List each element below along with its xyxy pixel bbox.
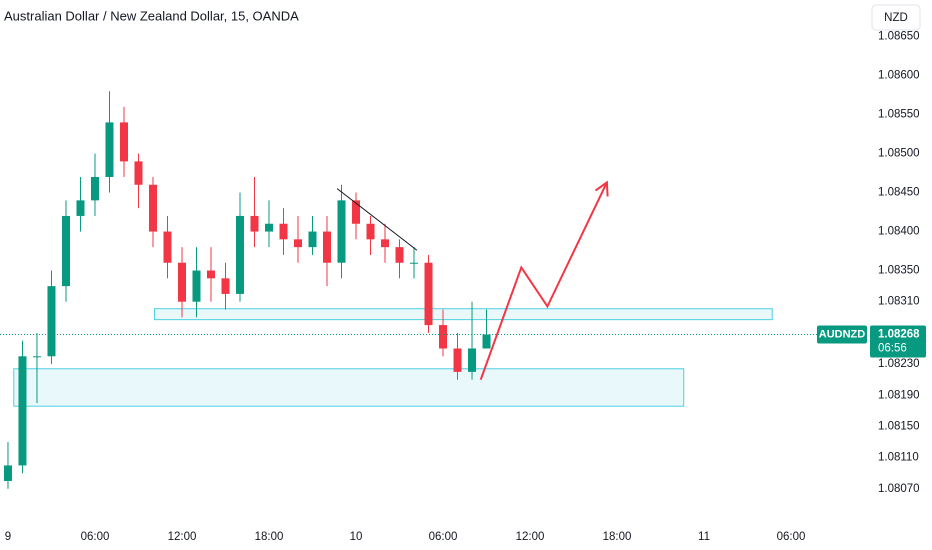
candle-body — [482, 334, 491, 349]
candle-body — [221, 278, 230, 294]
candle-body — [250, 215, 259, 232]
candle-body — [279, 223, 288, 240]
x-tick-label: 18:00 — [603, 531, 632, 543]
plot-area — [0, 91, 866, 489]
y-tick-label: 1.08350 — [878, 265, 920, 277]
x-tick-label: 06:00 — [777, 531, 806, 543]
y-tick-label: 1.08450 — [878, 187, 920, 199]
y-tick-label: 1.08550 — [878, 109, 920, 121]
countdown-label: 06:56 — [878, 342, 907, 354]
y-tick-label: 1.08110 — [878, 452, 919, 464]
x-tick-label: 9 — [5, 531, 11, 543]
x-tick-label: 12:00 — [168, 531, 197, 543]
candle-body — [395, 247, 404, 263]
price-label: 1.08268 — [878, 328, 920, 340]
x-tick-label: 06:00 — [81, 531, 110, 543]
candle-body — [468, 348, 477, 372]
trend-line — [336, 188, 418, 251]
candle-body — [337, 200, 346, 263]
y-tick-label: 1.08310 — [878, 296, 920, 308]
candle-body — [134, 161, 143, 185]
candle-body — [47, 286, 56, 357]
candle-body — [61, 215, 70, 287]
price-tag — [870, 325, 926, 358]
y-tick-label: 1.08070 — [878, 483, 920, 495]
candle-body — [424, 262, 433, 326]
zone — [13, 368, 685, 407]
currency-button[interactable] — [871, 4, 921, 31]
currency[interactable]: NZD — [884, 12, 908, 24]
candle-body — [366, 223, 375, 240]
y-tick-label: 1.08600 — [878, 70, 920, 82]
candle-body — [381, 239, 390, 248]
y-tick-label: 1.08230 — [878, 358, 920, 370]
candle-body — [206, 270, 215, 279]
y-tick-label: 1.08650 — [878, 31, 920, 43]
zone — [153, 308, 773, 321]
symbol-label: AUDNZD — [819, 328, 865, 340]
chart-title: Australian Dollar / New Zealand Dollar, … — [4, 8, 299, 23]
y-tick-label: 1.08150 — [878, 420, 920, 432]
y-tick-label: 1.08400 — [878, 226, 920, 238]
candle-body — [439, 325, 448, 349]
candle-body — [352, 200, 361, 224]
y-tick-label: 1.08190 — [878, 389, 920, 401]
candle-body — [323, 231, 332, 263]
candle-body — [76, 200, 85, 216]
projection-path — [479, 181, 608, 381]
arrow-head — [594, 180, 609, 197]
candle-body — [308, 231, 317, 248]
candle-body — [177, 262, 186, 302]
candle-body — [192, 270, 201, 302]
y-tick-label: 1.08500 — [878, 148, 920, 160]
x-tick-label: 06:00 — [429, 531, 458, 543]
candle-body — [163, 231, 172, 263]
x-tick-label: 18:00 — [255, 531, 284, 543]
candle-body — [3, 465, 12, 482]
symbol-tag — [817, 325, 867, 344]
candle-body — [264, 223, 273, 232]
candle-body — [410, 262, 419, 264]
candle-body — [119, 122, 128, 162]
candle-body — [235, 215, 244, 294]
candle-body — [90, 176, 99, 201]
x-tick-label: 12:00 — [516, 531, 545, 543]
candle-body — [148, 184, 157, 232]
candle-body — [18, 356, 27, 466]
candle-body — [105, 122, 114, 177]
x-tick-label: 10 — [350, 531, 363, 543]
candle-body — [294, 239, 303, 248]
candle-body — [32, 356, 41, 358]
candle-body — [453, 348, 462, 372]
x-tick-label: 11 — [698, 531, 710, 543]
